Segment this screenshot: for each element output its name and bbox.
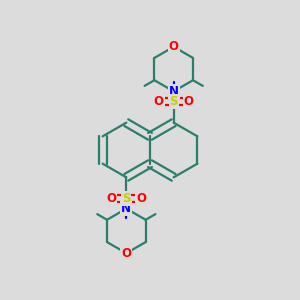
Text: S: S bbox=[169, 95, 178, 108]
Text: N: N bbox=[169, 85, 179, 98]
Text: O: O bbox=[121, 247, 131, 260]
Text: O: O bbox=[136, 192, 146, 205]
Text: N: N bbox=[121, 202, 131, 215]
Text: S: S bbox=[122, 192, 130, 205]
Text: O: O bbox=[169, 40, 179, 53]
Text: O: O bbox=[154, 95, 164, 108]
Text: O: O bbox=[184, 95, 194, 108]
Text: O: O bbox=[106, 192, 116, 205]
